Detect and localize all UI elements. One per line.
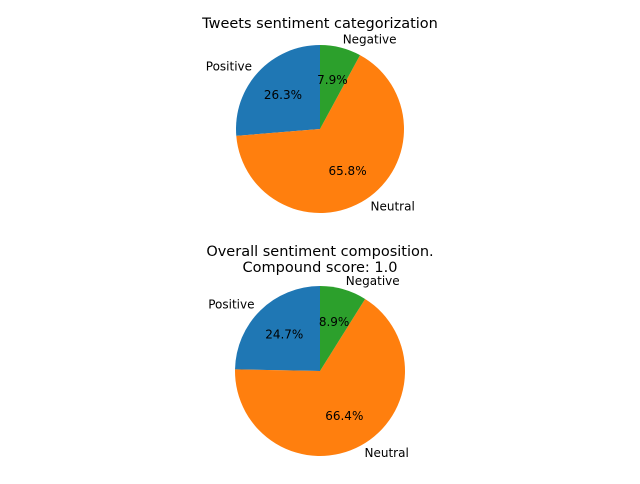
slice-negative <box>320 286 366 371</box>
slice-label-neutral: Neutral <box>370 199 414 213</box>
pct-label-negative: 8.9% <box>319 315 350 329</box>
slice-label-positive: Positive <box>208 297 254 311</box>
pct-label-positive: 24.7% <box>265 328 303 342</box>
chart-title: Tweets sentiment categorization <box>201 16 438 32</box>
pct-label-positive: 26.3% <box>264 88 302 102</box>
slice-label-negative: Negative <box>343 32 397 46</box>
pct-label-negative: 7.9% <box>317 73 348 87</box>
slice-neutral <box>236 55 404 214</box>
pct-label-neutral: 65.8% <box>328 164 366 178</box>
slice-positive <box>235 45 320 136</box>
slice-label-negative: Negative <box>346 274 400 288</box>
pie-chart-1: Tweets sentiment categorization Positive 2… <box>201 16 438 213</box>
slice-label-positive: Positive <box>206 59 252 73</box>
slice-neutral <box>235 298 406 457</box>
pct-label-neutral: 66.4% <box>325 409 363 423</box>
pie-chart-2: Overall sentiment composition. Compound s… <box>206 244 433 460</box>
slice-negative <box>320 45 361 129</box>
slice-label-neutral: Neutral <box>365 446 409 460</box>
chart-title: Overall sentiment composition. Compound s… <box>206 244 433 276</box>
slice-positive <box>235 286 320 371</box>
